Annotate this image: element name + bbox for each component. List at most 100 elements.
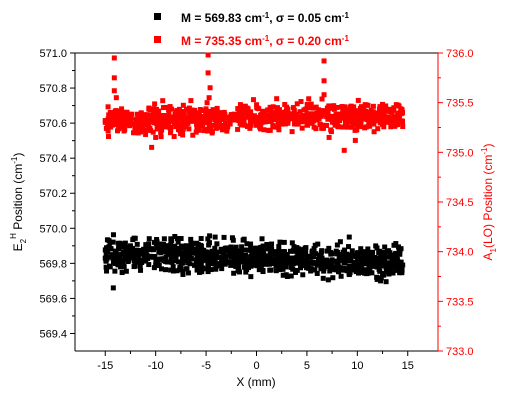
data-point — [290, 267, 295, 272]
data-point — [196, 124, 201, 129]
data-point — [290, 240, 295, 245]
data-point — [326, 277, 331, 282]
data-point — [190, 133, 195, 138]
data-point — [254, 115, 259, 120]
data-point — [330, 267, 335, 272]
left-tick-label: 570.6 — [39, 118, 67, 130]
data-point — [138, 258, 143, 263]
series-black-points — [103, 232, 405, 290]
data-point — [338, 239, 343, 244]
data-point — [274, 268, 279, 273]
data-point — [358, 124, 363, 129]
data-point — [186, 270, 191, 275]
data-point — [353, 128, 358, 133]
data-point — [173, 256, 178, 261]
data-point — [120, 270, 125, 275]
data-point — [229, 259, 234, 264]
data-point — [234, 116, 239, 121]
data-point — [229, 254, 234, 259]
x-tick-label: -10 — [148, 360, 164, 372]
data-point — [397, 247, 402, 252]
data-point — [228, 249, 233, 254]
data-point — [258, 126, 263, 131]
data-point — [133, 264, 138, 269]
data-point — [214, 126, 219, 131]
data-point — [269, 242, 274, 247]
data-point — [169, 260, 174, 265]
data-point — [206, 52, 211, 57]
data-point — [325, 113, 330, 118]
data-point — [277, 240, 282, 245]
data-point — [259, 257, 264, 262]
data-point — [291, 261, 296, 266]
data-point — [279, 264, 284, 269]
data-point — [299, 259, 304, 264]
data-point — [168, 125, 173, 130]
data-point — [172, 250, 177, 255]
data-point — [189, 256, 194, 261]
data-point — [343, 261, 348, 266]
data-point — [113, 249, 118, 254]
data-point — [325, 249, 330, 254]
data-point — [112, 75, 117, 80]
data-point — [149, 246, 154, 251]
data-point — [330, 115, 335, 120]
data-point — [199, 236, 204, 241]
data-point — [235, 127, 240, 132]
data-point — [264, 261, 269, 266]
data-point — [134, 117, 139, 122]
data-point — [133, 257, 138, 262]
data-point — [133, 250, 138, 255]
data-point — [309, 114, 314, 119]
legend: M = 569.83 cm-1, σ = 0.05 cm-1 M = 735.3… — [154, 11, 349, 48]
data-point — [209, 111, 214, 116]
data-point — [158, 257, 163, 262]
data-point — [154, 107, 159, 112]
data-point — [209, 254, 214, 259]
data-point — [123, 120, 128, 125]
data-point — [370, 250, 375, 255]
data-point — [320, 108, 325, 113]
data-point — [324, 263, 329, 268]
data-point — [224, 256, 229, 261]
data-point — [341, 107, 346, 112]
right-tick-label: 735.0 — [446, 147, 474, 159]
data-point — [214, 241, 219, 246]
left-axis-ticks: 569.4569.6569.8570.0570.2570.4570.6570.8… — [39, 48, 75, 340]
data-point — [207, 95, 212, 100]
data-point — [166, 115, 171, 120]
data-point — [342, 148, 347, 153]
x-axis-ticks: -15 -10 -5 0 5 10 15 — [97, 351, 414, 372]
data-point — [128, 243, 133, 248]
right-tick-label: 735.5 — [446, 98, 474, 110]
data-point — [111, 232, 116, 237]
data-point — [274, 254, 279, 259]
data-point — [194, 112, 199, 117]
data-point — [119, 245, 124, 250]
data-point — [124, 257, 129, 262]
data-point — [299, 247, 304, 252]
data-point — [129, 112, 134, 117]
data-point — [371, 104, 376, 109]
data-point — [143, 114, 148, 119]
data-point — [222, 235, 227, 240]
data-point — [251, 97, 256, 102]
data-point — [367, 270, 372, 275]
data-point — [103, 118, 108, 123]
data-point — [106, 129, 111, 134]
data-point — [345, 256, 350, 261]
data-point — [279, 110, 284, 115]
data-point — [298, 265, 303, 270]
data-point — [206, 70, 211, 75]
x-tick-label: 5 — [304, 360, 310, 372]
data-point — [309, 266, 314, 271]
data-point — [321, 276, 326, 281]
data-point — [244, 267, 249, 272]
data-point — [214, 113, 219, 118]
data-point — [375, 256, 380, 261]
data-point — [213, 235, 218, 240]
data-point — [344, 111, 349, 116]
data-point — [284, 252, 289, 257]
data-point — [315, 242, 320, 247]
data-point — [335, 118, 340, 123]
